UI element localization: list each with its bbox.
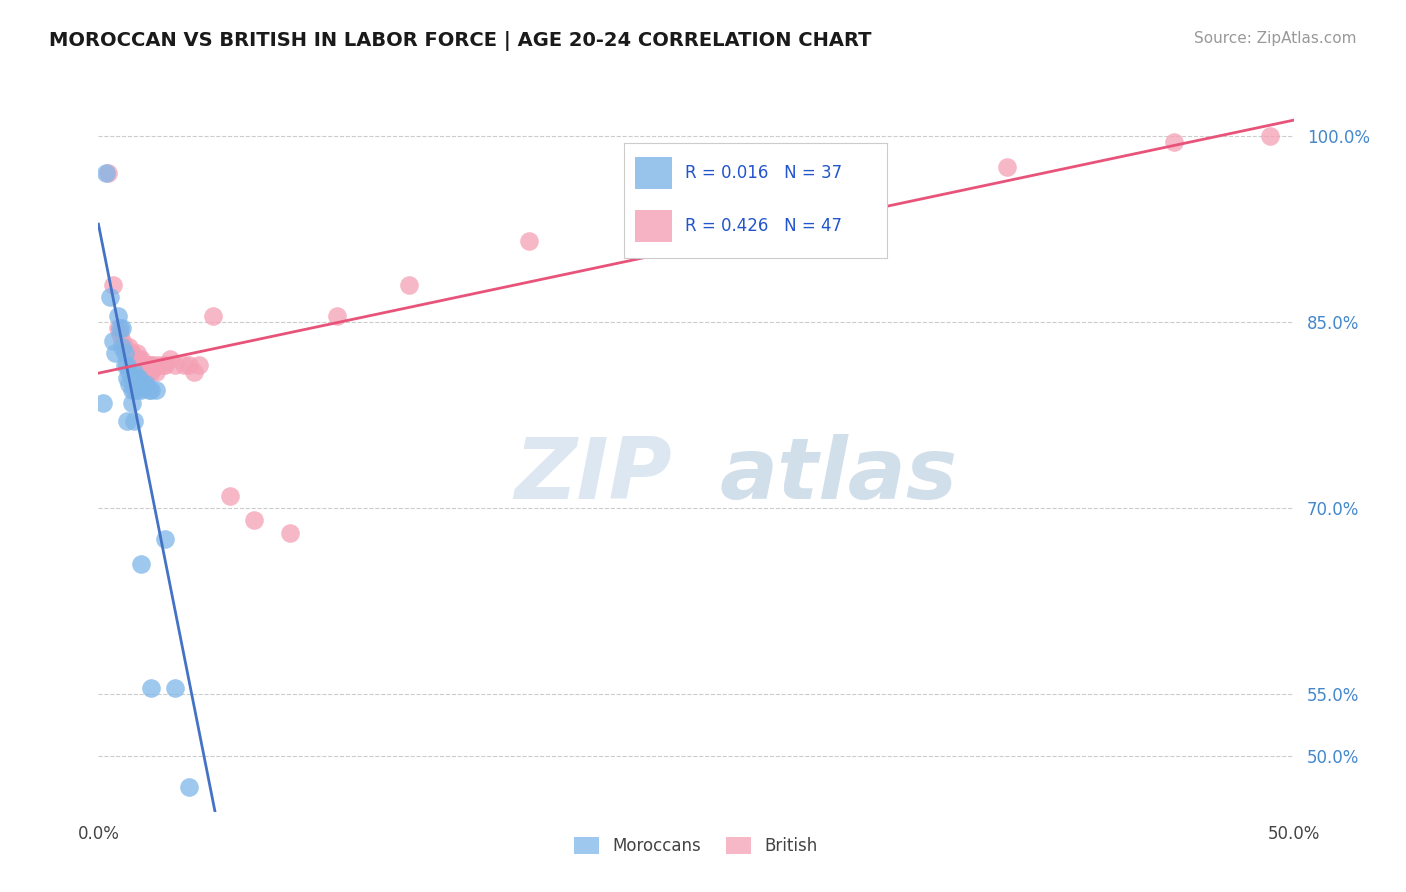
- Point: [111, 334, 134, 348]
- Point: [145, 383, 167, 397]
- Point: [145, 365, 167, 379]
- Point: [179, 359, 201, 373]
- Point: [995, 160, 1018, 174]
- Point: [104, 346, 127, 360]
- Point: [155, 359, 177, 373]
- Point: [124, 365, 146, 379]
- Text: Source: ZipAtlas.com: Source: ZipAtlas.com: [1194, 31, 1357, 46]
- Point: [139, 359, 162, 373]
- Point: [179, 780, 201, 794]
- Point: [118, 340, 141, 354]
- Point: [115, 414, 138, 428]
- Point: [139, 365, 162, 379]
- Point: [326, 309, 349, 323]
- Point: [124, 414, 146, 428]
- Point: [142, 359, 165, 373]
- Point: [118, 377, 141, 392]
- Point: [138, 359, 160, 373]
- Point: [135, 377, 157, 392]
- Point: [139, 681, 162, 695]
- Point: [121, 395, 143, 409]
- Legend: Moroccans, British: Moroccans, British: [568, 830, 824, 862]
- Point: [128, 371, 150, 385]
- Point: [125, 346, 148, 360]
- Point: [183, 365, 205, 379]
- Point: [163, 681, 186, 695]
- Point: [111, 340, 134, 354]
- Point: [1163, 135, 1185, 149]
- Point: [132, 377, 155, 392]
- Point: [121, 371, 143, 385]
- Point: [148, 359, 170, 373]
- Point: [94, 166, 117, 180]
- Point: [91, 395, 114, 409]
- Y-axis label: In Labor Force | Age 20-24: In Labor Force | Age 20-24: [0, 336, 8, 556]
- Point: [155, 532, 177, 546]
- Point: [115, 346, 138, 360]
- Point: [125, 371, 148, 385]
- Point: [107, 321, 129, 335]
- Point: [101, 334, 124, 348]
- Point: [124, 377, 146, 392]
- Text: R = 0.426   N = 47: R = 0.426 N = 47: [685, 217, 842, 235]
- Point: [135, 367, 157, 381]
- Point: [128, 352, 150, 367]
- Point: [173, 359, 195, 373]
- Bar: [634, 157, 672, 189]
- Point: [114, 346, 136, 360]
- Point: [219, 489, 242, 503]
- Point: [124, 352, 146, 367]
- Point: [121, 346, 143, 360]
- Point: [125, 383, 148, 397]
- Point: [114, 359, 136, 373]
- Point: [101, 277, 124, 292]
- Bar: [634, 210, 672, 242]
- Point: [115, 371, 138, 385]
- Point: [398, 277, 420, 292]
- Point: [131, 383, 153, 397]
- Point: [278, 525, 301, 540]
- Point: [187, 359, 209, 373]
- Text: ZIP: ZIP: [515, 434, 672, 516]
- Point: [131, 365, 153, 379]
- Point: [132, 359, 155, 373]
- Point: [124, 383, 146, 397]
- Text: atlas: atlas: [720, 434, 957, 516]
- Point: [107, 309, 129, 323]
- Point: [243, 513, 266, 527]
- Point: [128, 359, 150, 373]
- Point: [111, 321, 134, 335]
- Point: [98, 290, 122, 304]
- Text: R = 0.016   N = 37: R = 0.016 N = 37: [685, 164, 842, 182]
- Point: [118, 365, 141, 379]
- Point: [828, 172, 851, 186]
- Point: [108, 327, 131, 342]
- Point: [1258, 129, 1281, 144]
- Point: [124, 359, 146, 373]
- Point: [138, 365, 160, 379]
- Point: [517, 235, 540, 249]
- Point: [152, 359, 174, 373]
- Point: [135, 359, 157, 373]
- Point: [163, 359, 186, 373]
- Point: [139, 383, 162, 397]
- Point: [108, 321, 131, 335]
- Point: [661, 197, 683, 211]
- Point: [115, 359, 138, 373]
- Point: [138, 383, 160, 397]
- Point: [202, 309, 225, 323]
- Text: MOROCCAN VS BRITISH IN LABOR FORCE | AGE 20-24 CORRELATION CHART: MOROCCAN VS BRITISH IN LABOR FORCE | AGE…: [49, 31, 872, 51]
- Point: [114, 340, 136, 354]
- Point: [125, 359, 148, 373]
- Point: [131, 352, 153, 367]
- Point: [131, 557, 153, 571]
- Point: [159, 352, 181, 367]
- Point: [121, 383, 143, 397]
- Point: [97, 166, 120, 180]
